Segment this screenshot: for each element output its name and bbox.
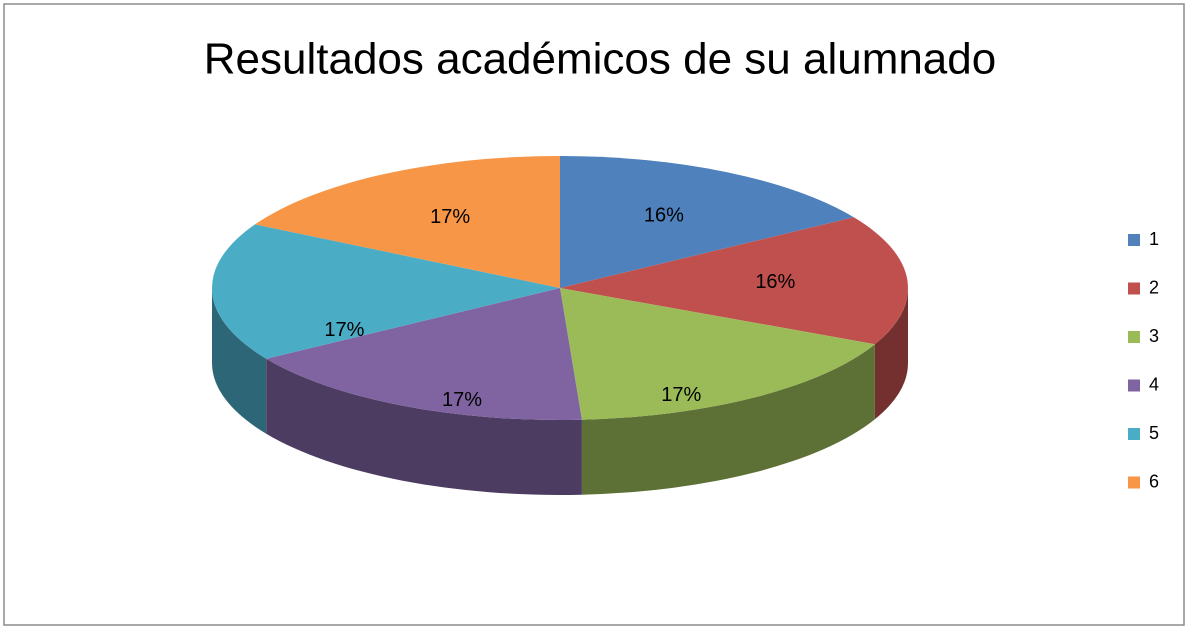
legend-swatch [1128, 282, 1140, 295]
legend-swatch [1128, 331, 1140, 343]
legend-label: 4 [1149, 374, 1159, 394]
data-label: 17% [442, 389, 482, 411]
slice [212, 224, 560, 359]
data-label: 16% [644, 205, 684, 227]
data-label: 16% [755, 271, 795, 293]
slice [560, 156, 854, 288]
legend-label: 6 [1149, 471, 1159, 491]
slice [560, 217, 908, 345]
chart-title: Resultados académicos de su alumnado [204, 35, 996, 84]
legend-label: 3 [1149, 326, 1159, 346]
legend-swatch [1128, 379, 1140, 392]
legend-label: 5 [1149, 423, 1159, 443]
legend-swatch [1128, 476, 1140, 489]
slice [560, 288, 875, 420]
legend-label: 1 [1149, 229, 1159, 249]
slice-side [266, 358, 582, 495]
slice-side [212, 288, 267, 434]
legend-swatch [1128, 428, 1140, 440]
slice-side [581, 344, 875, 495]
slice [266, 288, 582, 420]
slice [255, 156, 560, 288]
slice-side [874, 288, 909, 420]
legend-label: 2 [1149, 277, 1159, 297]
data-label: 17% [324, 319, 364, 341]
legend-swatch [1128, 234, 1140, 246]
data-label: 17% [430, 206, 470, 228]
data-label: 17% [661, 384, 701, 406]
